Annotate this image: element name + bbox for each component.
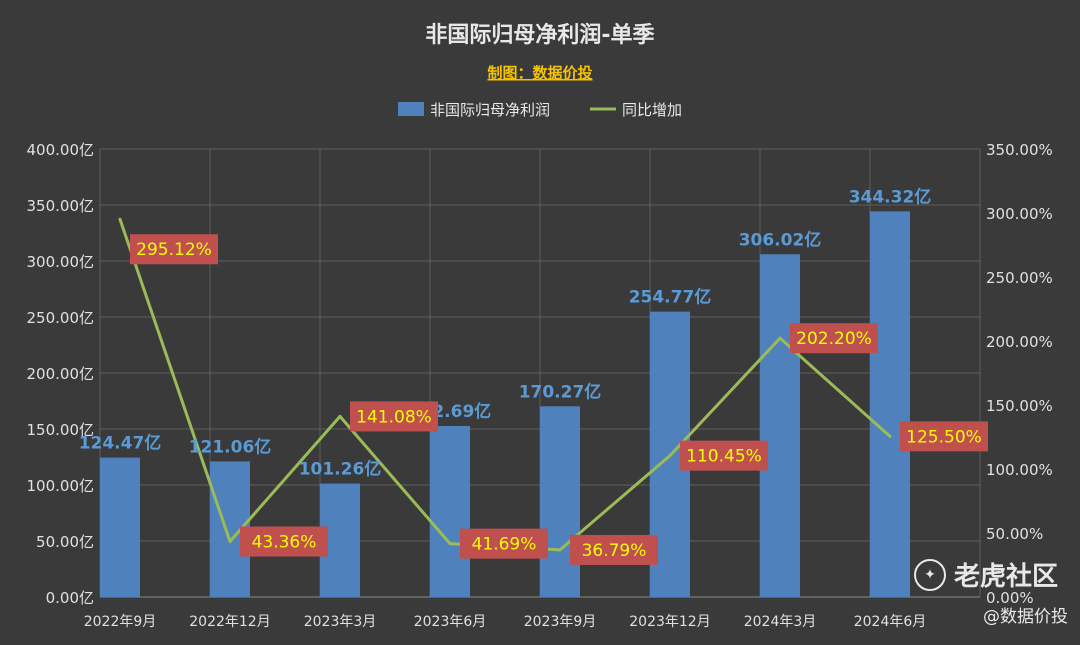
y-right-tick-label: 300.00% xyxy=(986,205,1053,223)
bar-value-label: 101.26亿 xyxy=(299,459,382,480)
x-tick-label: 2024年6月 xyxy=(854,614,927,630)
line-value-label-bg xyxy=(790,323,878,354)
right-axis: 0.00% 50.00% 100.00% 150.00% 200.00% 250.00% 3… xyxy=(986,141,1053,607)
x-tick-label: 2022年12月 xyxy=(189,614,270,630)
line-value-label-bg xyxy=(460,528,548,559)
y-left-tick-label: 400.00亿 xyxy=(27,141,95,159)
bar-value-label: 254.77亿 xyxy=(629,287,712,308)
line-value-label: 295.12% xyxy=(130,234,218,265)
line-value-label: 41.69% xyxy=(460,528,548,559)
line-point xyxy=(668,454,672,458)
bar-value-label: 306.02亿 xyxy=(739,229,822,250)
x-tick-label: 2023年12月 xyxy=(629,614,710,630)
line-value-label: 202.20% xyxy=(790,323,878,354)
line-value-label-text: 110.45% xyxy=(686,447,762,467)
line-point xyxy=(778,336,782,340)
line-value-label: 125.50% xyxy=(900,421,988,452)
watermark-main: 老虎社区 xyxy=(953,562,1058,592)
line-value-label-bg xyxy=(240,526,328,557)
bar xyxy=(100,457,140,597)
left-axis: 0.00亿 50.00亿 100.00亿 150.00亿 200.00亿 250.00亿 3… xyxy=(27,141,95,607)
line-point xyxy=(118,217,122,221)
x-axis: 2022年9月 2022年12月 2023年3月 2023年6月 2023年9月 2023… xyxy=(84,614,927,630)
line-value-label-text: 295.12% xyxy=(136,240,212,260)
legend-label-bar: 非国际归母净利润 xyxy=(430,101,550,119)
bar xyxy=(760,254,800,597)
y-left-tick-label: 50.00亿 xyxy=(36,533,94,551)
bar-value-label: 124.47亿 xyxy=(79,433,162,454)
x-tick-label: 2023年6月 xyxy=(414,614,487,630)
line-value-label: 110.45% xyxy=(680,440,768,471)
y-right-tick-label: 150.00% xyxy=(986,397,1053,415)
bar-value-label: 170.27亿 xyxy=(519,381,602,402)
y-left-tick-label: 300.00亿 xyxy=(27,253,95,271)
bar xyxy=(430,425,470,597)
line-point xyxy=(228,539,232,543)
line-value-label-text: 125.50% xyxy=(906,427,982,447)
x-tick-label: 2023年3月 xyxy=(304,614,377,630)
chart-title: 非国际归母净利润-单季 xyxy=(425,22,654,48)
line-value-label-text: 141.08% xyxy=(356,407,432,427)
y-right-tick-label: 250.00% xyxy=(986,269,1053,287)
x-tick-label: 2024年3月 xyxy=(744,614,817,630)
legend-label-line: 同比增加 xyxy=(622,101,682,119)
bar-value-label: 121.06亿 xyxy=(189,436,272,457)
bar-value-label: 344.32亿 xyxy=(849,186,932,207)
line-value-label-bg xyxy=(130,234,218,265)
y-left-tick-label: 100.00亿 xyxy=(27,477,95,495)
line-value-label-bg xyxy=(350,401,438,432)
line-value-label-text: 36.79% xyxy=(582,541,647,561)
line-point xyxy=(558,548,562,552)
line-value-label-text: 41.69% xyxy=(472,535,537,555)
tiger-face-icon: ✦ xyxy=(913,558,946,591)
chart-subtitle: 制图：数据价投 xyxy=(487,64,592,82)
y-left-tick-label: 200.00亿 xyxy=(27,365,95,383)
watermark-sub: @数据价投 xyxy=(983,607,1068,627)
line-point xyxy=(888,434,892,438)
line-value-label-text: 202.20% xyxy=(796,329,872,349)
y-right-tick-label: 200.00% xyxy=(986,333,1053,351)
y-right-tick-label: 0.00% xyxy=(986,589,1034,607)
line-value-label-bg xyxy=(900,421,988,452)
line-point xyxy=(338,414,342,418)
y-right-tick-label: 50.00% xyxy=(986,525,1043,543)
legend: 非国际归母净利润 同比增加 xyxy=(398,101,682,119)
legend-swatch-bar xyxy=(398,102,424,116)
line-value-label-bg xyxy=(570,534,658,565)
line-point xyxy=(448,542,452,546)
line-value-label: 43.36% xyxy=(240,526,328,557)
line-labels-layer: 295.12% 43.36% 141.08% 41.69% 36.79% 110.45% 2… xyxy=(130,234,988,565)
y-right-tick-label: 350.00% xyxy=(986,141,1053,159)
line-value-label-bg xyxy=(680,440,768,471)
bar xyxy=(540,406,580,597)
y-left-tick-label: 0.00亿 xyxy=(46,589,94,607)
x-tick-label: 2022年9月 xyxy=(84,614,157,630)
y-left-tick-label: 250.00亿 xyxy=(27,309,95,327)
watermark: ✦ 老虎社区 xyxy=(913,556,1058,593)
y-left-tick-label: 350.00亿 xyxy=(27,197,95,215)
x-tick-label: 2023年9月 xyxy=(524,614,597,630)
y-right-tick-label: 100.00% xyxy=(986,461,1053,479)
line-value-label: 141.08% xyxy=(350,401,438,432)
y-left-tick-label: 150.00亿 xyxy=(27,421,95,439)
bar xyxy=(870,211,910,597)
bar-labels-layer: 124.47亿 121.06亿101.26亿152.69亿170.27亿254.7… xyxy=(79,186,932,479)
line-value-label-text: 43.36% xyxy=(252,532,317,552)
line-value-label: 36.79% xyxy=(570,534,658,565)
